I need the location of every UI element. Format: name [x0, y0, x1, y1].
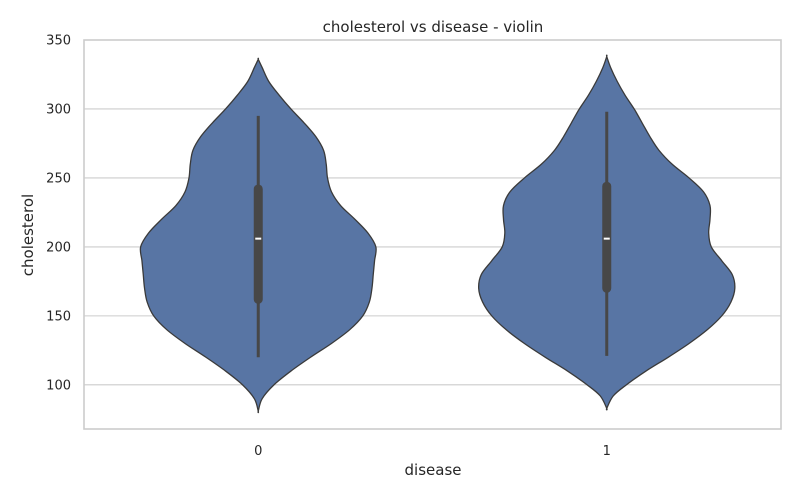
y-tick-label-350: 350 — [46, 34, 71, 49]
chart-title: cholesterol vs disease - violin — [323, 18, 544, 36]
y-axis-title: cholesterol — [19, 194, 37, 276]
y-tick-label-300: 300 — [46, 102, 71, 117]
x-axis-title: disease — [405, 461, 462, 479]
y-axis: 100 150 200 250 300 350 — [46, 34, 71, 394]
y-tick-label-200: 200 — [46, 240, 71, 255]
plot-frame — [83, 39, 782, 430]
violins — [139, 54, 736, 414]
y-tick-label-100: 100 — [46, 378, 71, 393]
x-tick-label-1: 1 — [603, 444, 611, 459]
x-tick-label-0: 0 — [254, 444, 262, 459]
y-tick-label-250: 250 — [46, 171, 71, 186]
y-tick-label-150: 150 — [46, 309, 71, 324]
